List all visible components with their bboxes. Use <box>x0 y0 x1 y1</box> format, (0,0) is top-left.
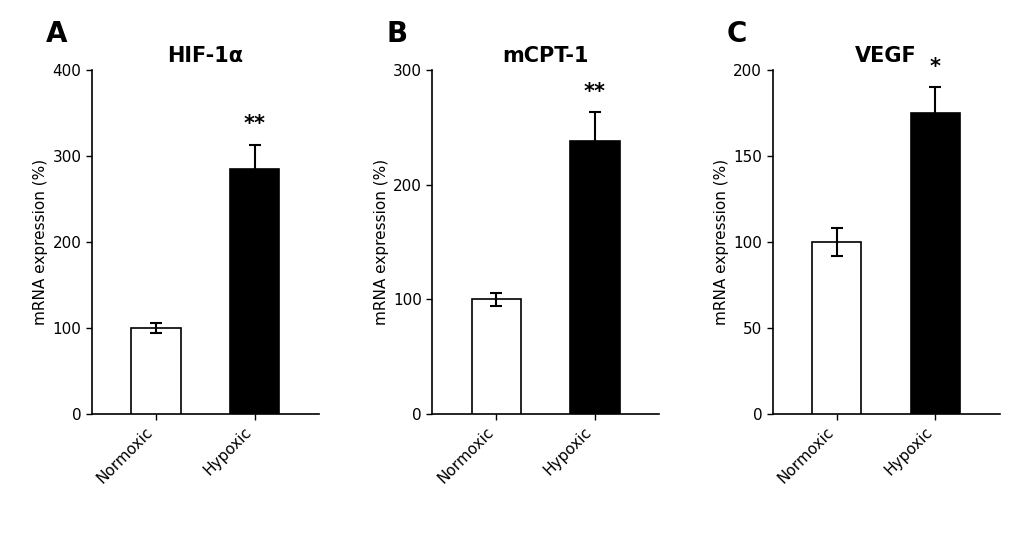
Bar <box>471 300 521 414</box>
Bar <box>229 169 279 414</box>
Text: **: ** <box>584 82 605 102</box>
Bar <box>131 328 180 414</box>
Title: VEGF: VEGF <box>854 46 916 66</box>
Bar <box>570 141 620 414</box>
Text: B: B <box>386 20 407 48</box>
Text: C: C <box>726 20 746 48</box>
Bar <box>910 113 959 414</box>
Y-axis label: mRNA expression (%): mRNA expression (%) <box>34 159 48 325</box>
Text: *: * <box>929 57 941 77</box>
Bar <box>811 242 861 414</box>
Y-axis label: mRNA expression (%): mRNA expression (%) <box>713 159 729 325</box>
Title: HIF-1α: HIF-1α <box>167 46 244 66</box>
Y-axis label: mRNA expression (%): mRNA expression (%) <box>373 159 388 325</box>
Title: mCPT-1: mCPT-1 <box>502 46 588 66</box>
Text: **: ** <box>244 115 265 134</box>
Text: A: A <box>46 20 67 48</box>
